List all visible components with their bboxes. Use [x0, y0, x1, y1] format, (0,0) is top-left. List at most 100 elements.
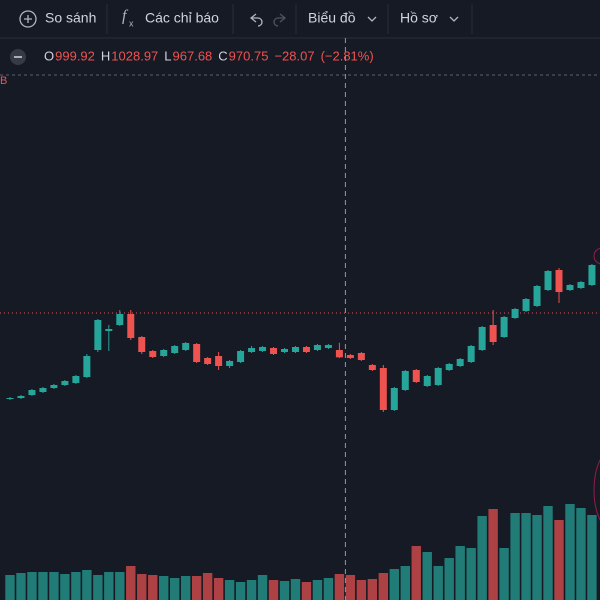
volume-bar [499, 548, 509, 600]
legend-label: O [44, 48, 54, 63]
volume-bar [565, 504, 575, 600]
legend-value: 970.75 [229, 48, 269, 63]
ohlc-legend: O 999.92 H 1028.97 L 967.68 C 970.75 −28.07 (−2.8… [10, 48, 374, 65]
candle-body [50, 385, 58, 388]
volume-bar [213, 578, 224, 600]
volume-bar [268, 580, 279, 600]
legend-label: H [101, 48, 110, 63]
volume-bar [521, 513, 531, 600]
candle-body [281, 349, 288, 352]
volume-bar [5, 575, 15, 600]
volume-bar [49, 572, 59, 600]
candle-body [390, 388, 398, 410]
legend-change-pct: (−2.81%) [321, 48, 374, 63]
volume-bar [334, 574, 345, 600]
candle-body [270, 348, 278, 354]
candle-body [83, 356, 91, 377]
candle-body [302, 347, 310, 352]
volume-bar [290, 579, 301, 600]
candle-body [138, 337, 146, 352]
undo-icon[interactable] [249, 13, 263, 27]
volume-bar [235, 582, 246, 600]
candle-body [182, 343, 190, 350]
volume-bar [71, 572, 81, 600]
indicators-label: Các chỉ báo [145, 10, 219, 26]
candle-body [500, 317, 508, 337]
candle-body [171, 346, 179, 353]
candle-body [237, 351, 245, 362]
candle-body [61, 381, 69, 385]
candle-body [577, 282, 585, 288]
candle-body [204, 358, 212, 364]
candle-body [291, 347, 299, 352]
legend-label: L [164, 48, 171, 63]
volume-bar [532, 515, 542, 600]
volume-bar [477, 516, 487, 600]
chart-label: Biểu đồ [308, 10, 356, 26]
chart-button[interactable]: Biểu đồ [308, 10, 377, 26]
volume-bar [191, 576, 202, 600]
candle-body [357, 353, 365, 360]
candle-body [522, 299, 530, 311]
candle-body [566, 285, 574, 290]
volume-bar [180, 576, 191, 600]
volume-bar [488, 509, 498, 600]
profile-button[interactable]: Hồ sơ [400, 10, 459, 26]
candle-body [555, 270, 563, 292]
marker-circle [593, 459, 600, 521]
candle-body [478, 327, 486, 350]
candle-body [226, 361, 234, 366]
compare-button[interactable]: So sánh [19, 10, 96, 28]
candle-body [259, 347, 267, 351]
legend-value: 967.68 [173, 48, 213, 63]
candle-body [412, 370, 420, 382]
candle-body [160, 350, 168, 356]
volume-bar [104, 572, 114, 600]
candle-body [17, 396, 25, 398]
candle-body [116, 314, 124, 325]
volume-bar [323, 578, 334, 600]
legend-change: −28.07 [274, 48, 314, 63]
volume-bar [422, 552, 432, 600]
candle-body [456, 359, 464, 366]
volume-bar [60, 574, 70, 600]
volume-bar [16, 573, 26, 600]
candle-body [511, 309, 519, 318]
volume-bar [587, 515, 597, 600]
volume-bar [27, 572, 37, 600]
candle-body [28, 390, 36, 395]
candle-body [544, 271, 552, 290]
volume-bar [202, 573, 213, 600]
fx-icon: x [129, 18, 134, 28]
volume-bar [279, 581, 290, 600]
candle-body [324, 345, 332, 348]
chevron [367, 16, 377, 22]
candle-body [39, 388, 47, 392]
indicators-button[interactable]: f x Các chỉ báo [122, 8, 219, 29]
volume-bar [38, 572, 48, 600]
toolbar: So sánh f x Các chỉ báo Biểu đồ Hồ sơ [0, 4, 600, 39]
chevron [449, 16, 459, 22]
volume-bar [345, 575, 356, 600]
volume-bar [159, 576, 169, 600]
volume-bar [257, 575, 268, 600]
volume-bar [224, 580, 235, 600]
volume-bar [115, 572, 125, 600]
volume-bar [510, 513, 520, 600]
profile-label: Hồ sơ [400, 10, 438, 26]
candle-body [346, 355, 354, 358]
candle-body [313, 345, 321, 350]
plus-icon [19, 10, 37, 28]
volume-bar [137, 574, 147, 600]
candle-body [72, 376, 80, 383]
plot [0, 38, 600, 600]
redo-icon[interactable] [273, 13, 287, 27]
candle-body [6, 398, 14, 399]
candle-body [467, 346, 475, 362]
fx-icon: f [122, 8, 129, 25]
volume-bar [444, 558, 454, 600]
volume-bar [400, 566, 410, 600]
volume-bar [466, 548, 476, 600]
volume-bar [126, 566, 136, 600]
